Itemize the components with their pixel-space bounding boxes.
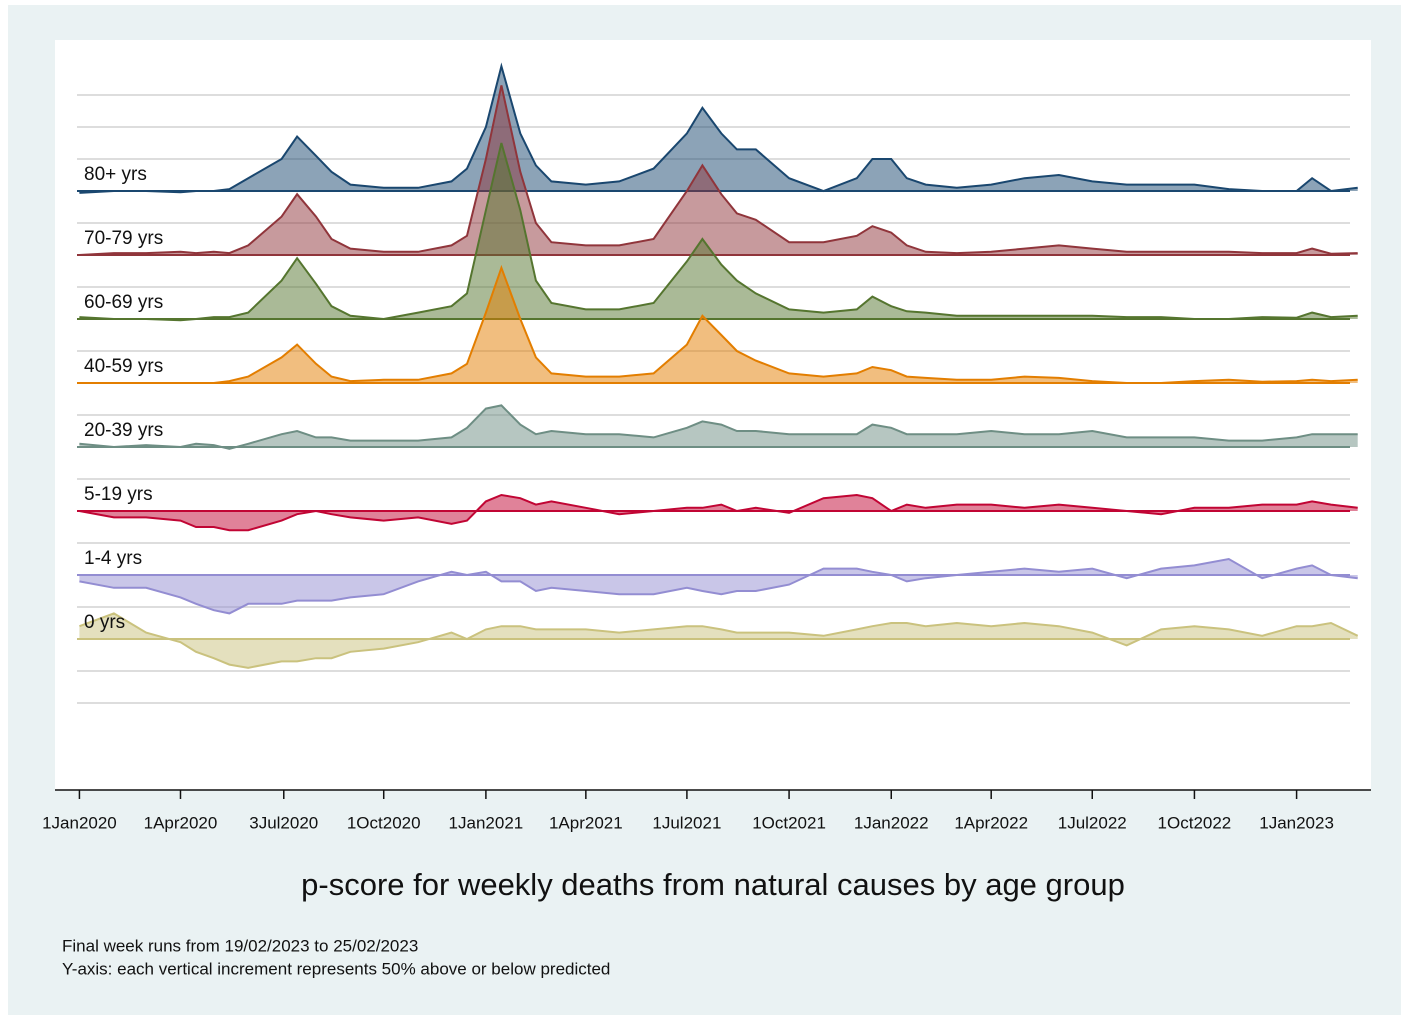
x-tick-label: 1Jan2021: [449, 813, 524, 832]
x-tick-label: 1Jan2023: [1259, 813, 1334, 832]
series-label: 80+ yrs: [84, 164, 147, 185]
series-line: [79, 612, 1359, 669]
x-tick-label: 1Apr2020: [144, 813, 218, 832]
x-tick-label: 3Jul2020: [249, 813, 318, 832]
series-line: [79, 62, 1358, 194]
series-area: [79, 143, 1358, 321]
chart-title: p-score for weekly deaths from natural c…: [301, 867, 1125, 902]
series-label: 20-39 yrs: [84, 420, 163, 441]
series-label: 1-4 yrs: [84, 548, 142, 569]
x-tick-label: 1Jan2022: [854, 813, 929, 832]
series-line: [79, 493, 1358, 532]
series-label: 70-79 yrs: [84, 228, 163, 249]
series-area: [79, 613, 1358, 668]
series-line: [79, 142, 1358, 322]
x-tick-label: 1Oct2021: [752, 813, 826, 832]
x-tick-label: 1Apr2022: [954, 813, 1028, 832]
series-area: [79, 267, 1358, 383]
x-axis-ticks: 1Jan2020 1Apr2020 3Jul2020 1Oct2020 1Jan2021…: [42, 790, 1334, 832]
series-label: 0 yrs: [84, 612, 125, 633]
series-label: 60-69 yrs: [84, 292, 163, 313]
series-line: [79, 85, 1358, 256]
x-tick-label: 1Oct2020: [347, 813, 421, 832]
series-layer: 80+ yrs 70-79 yrs 60-69 yrs 40-59 yrs 20-39 …: [77, 62, 1359, 669]
x-tick-label: 1Oct2022: [1158, 813, 1232, 832]
series-area: [79, 85, 1358, 256]
x-tick-label: 1Jul2022: [1058, 813, 1127, 832]
series-area: [79, 66, 1358, 193]
series-area: [79, 559, 1358, 614]
x-tick-label: 1Jan2020: [42, 813, 117, 832]
note: Y-axis: each vertical increment represen…: [62, 959, 610, 978]
x-tick-label: 1Jul2021: [652, 813, 721, 832]
series-label: 5-19 yrs: [84, 484, 153, 505]
series-line: [79, 404, 1358, 450]
series-label: 40-59 yrs: [84, 356, 163, 377]
x-tick-label: 1Apr2021: [549, 813, 623, 832]
note: Final week runs from 19/02/2023 to 25/02…: [62, 936, 418, 955]
series-area: [79, 405, 1358, 449]
